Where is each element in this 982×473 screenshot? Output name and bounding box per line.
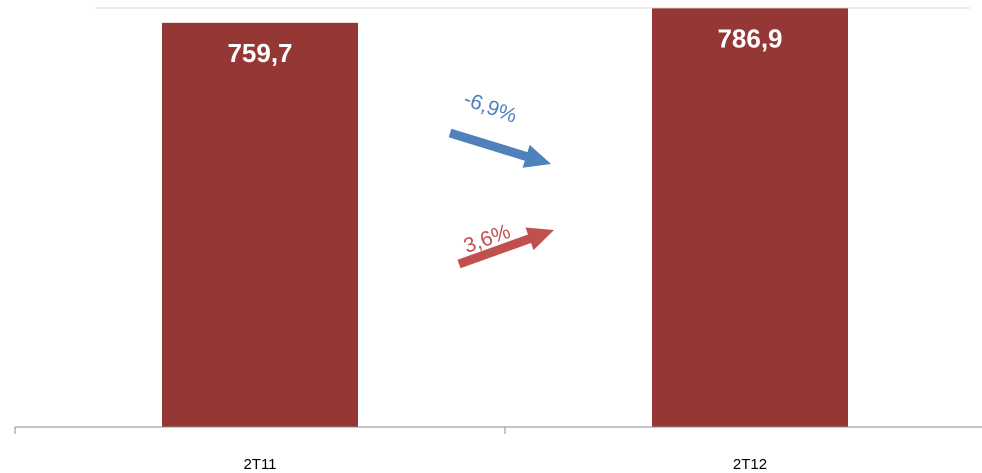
change-annotation-down: -6,9%	[448, 87, 551, 168]
x-axis	[14, 426, 982, 434]
change-label-down: -6,9%	[461, 87, 520, 127]
bar-value-label: 786,9	[717, 23, 782, 53]
arrow-down-icon	[448, 128, 551, 168]
bar-2T11	[162, 22, 358, 427]
arrow-shape	[448, 128, 551, 168]
arrow-up-icon	[457, 227, 554, 269]
bar-value-label: 759,7	[227, 38, 292, 68]
bar-2T12	[652, 8, 848, 427]
bars-group: 759,7 786,9	[162, 8, 848, 427]
change-annotation-up: 3,6%	[457, 220, 554, 269]
x-tick-label: 2T11	[243, 456, 276, 473]
x-tick-label: 2T12	[733, 456, 767, 473]
arrow-shape	[457, 227, 554, 269]
category-labels: 2T11 2T12	[243, 456, 767, 473]
